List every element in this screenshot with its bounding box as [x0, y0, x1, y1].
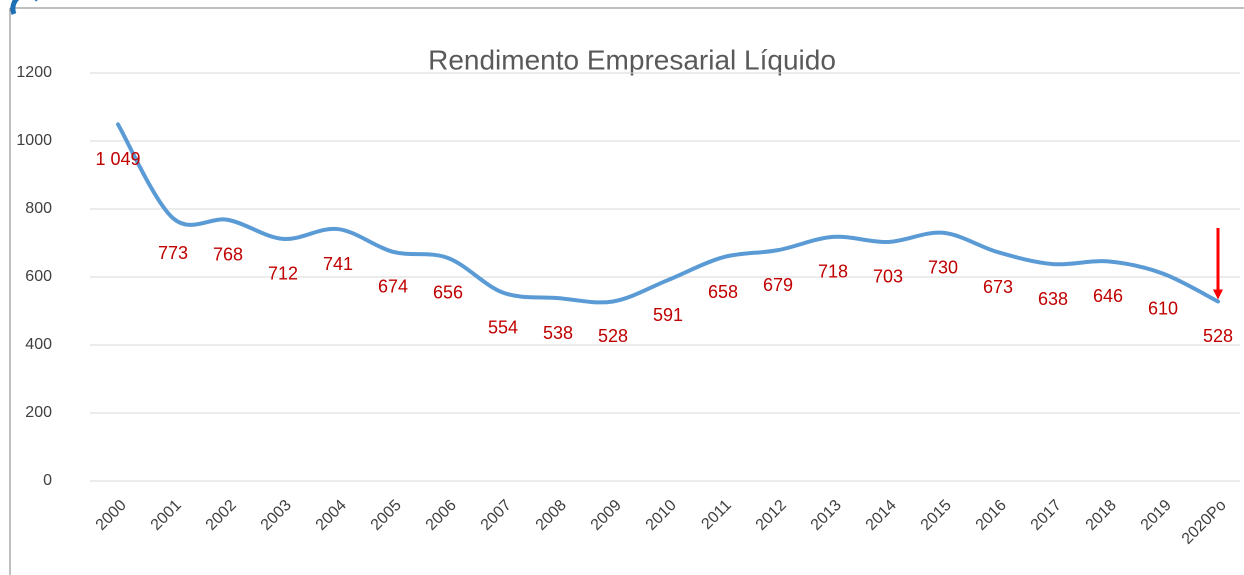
- y-tick-label: 1200: [16, 64, 52, 81]
- x-tick-label: 2001: [148, 497, 185, 534]
- value-label: 528: [598, 326, 628, 346]
- value-label: 1 049: [95, 149, 140, 169]
- value-label: 679: [763, 275, 793, 295]
- value-label: 591: [653, 305, 683, 325]
- value-label: 730: [928, 258, 958, 278]
- x-tick-label: 2014: [863, 497, 900, 534]
- x-tick-label: 2010: [643, 497, 680, 534]
- y-tick-label: 1000: [16, 132, 52, 149]
- x-tick-label: 2012: [753, 497, 790, 534]
- x-tick-label: 2011: [698, 497, 734, 533]
- x-tick-label: 2017: [1028, 497, 1065, 534]
- x-tick-label: 2006: [423, 497, 460, 534]
- x-tick-label: 2018: [1083, 497, 1120, 534]
- arrow-head: [1213, 289, 1223, 300]
- value-label: 646: [1093, 286, 1123, 306]
- x-tick-label: 2016: [973, 497, 1010, 534]
- value-label: 658: [708, 282, 738, 302]
- value-label: 673: [983, 277, 1013, 297]
- value-label: 656: [433, 283, 463, 303]
- x-tick-label: 2004: [313, 497, 350, 534]
- value-label: 538: [543, 323, 573, 343]
- x-tick-label: 2000: [93, 497, 130, 534]
- line-series: [116, 122, 1220, 305]
- y-tick-label: 0: [43, 472, 52, 489]
- value-label: 638: [1038, 289, 1068, 309]
- y-tick-label: 200: [25, 404, 52, 421]
- value-label: 718: [818, 262, 848, 282]
- chart-title: Rendimento Empresarial Líquido: [428, 44, 836, 75]
- value-label: 768: [213, 245, 243, 265]
- x-tick-label: 2013: [808, 497, 845, 534]
- x-tick-label: 2019: [1138, 497, 1175, 534]
- x-tick-label: 2003: [258, 497, 295, 534]
- x-tick-label: 2007: [478, 497, 515, 534]
- value-label: 554: [488, 317, 518, 337]
- y-tick-label: 600: [25, 268, 52, 285]
- value-label: 712: [268, 264, 298, 284]
- value-label: 610: [1148, 298, 1178, 318]
- value-label: 703: [873, 267, 903, 287]
- value-label: 741: [323, 254, 353, 274]
- x-tick-label: 2008: [533, 497, 570, 534]
- x-tick-label: 2020Po: [1179, 497, 1230, 548]
- x-tick-label: 2005: [368, 497, 405, 534]
- x-tick-label: 2002: [203, 497, 240, 534]
- logo: [10, 0, 38, 15]
- value-label: 674: [378, 277, 408, 297]
- value-label: 528: [1203, 326, 1233, 346]
- y-tick-label: 400: [25, 336, 52, 353]
- value-label: 773: [158, 243, 188, 263]
- x-tick-label: 2009: [588, 497, 625, 534]
- x-tick-label: 2015: [918, 497, 955, 534]
- y-tick-label: 800: [25, 200, 52, 217]
